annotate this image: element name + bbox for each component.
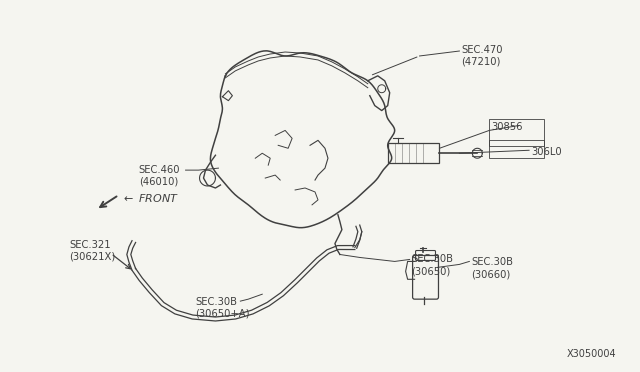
Text: 306L0: 306L0	[531, 147, 562, 157]
Text: SEC.460
(46010): SEC.460 (46010)	[139, 165, 180, 187]
Text: $\leftarrow$ FRONT: $\leftarrow$ FRONT	[121, 192, 179, 204]
Text: SEC.30B
(30650): SEC.30B (30650)	[412, 254, 454, 276]
Text: 30856: 30856	[492, 122, 523, 132]
Text: SEC.30B
(30650+A): SEC.30B (30650+A)	[196, 297, 250, 319]
Bar	[388, 143, 440, 163]
Bar	[489, 140, 544, 158]
Bar	[489, 119, 544, 146]
Text: SEC.30B
(30660): SEC.30B (30660)	[471, 257, 513, 279]
Text: SEC.470
(47210): SEC.470 (47210)	[461, 45, 503, 67]
Text: SEC.321
(30621X): SEC.321 (30621X)	[69, 240, 115, 261]
Text: X3050004: X3050004	[567, 349, 617, 359]
